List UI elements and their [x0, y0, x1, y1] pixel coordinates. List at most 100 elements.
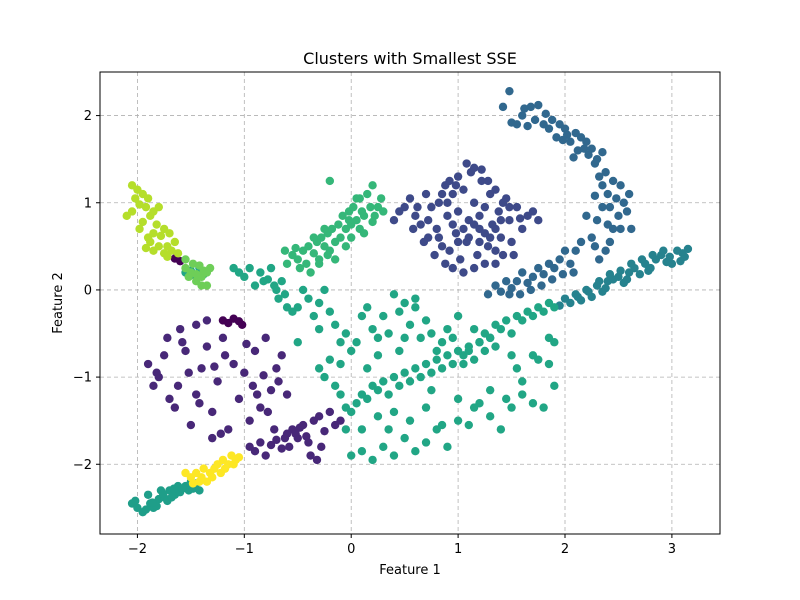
data-point: [293, 255, 302, 264]
data-point: [494, 207, 503, 216]
data-point: [304, 242, 313, 251]
data-point: [395, 307, 404, 316]
data-point: [277, 277, 286, 286]
data-point: [330, 255, 340, 264]
data-point: [464, 420, 473, 430]
data-point: [274, 294, 283, 303]
data-point: [256, 438, 265, 447]
data-point: [491, 342, 500, 351]
data-point: [491, 246, 500, 255]
data-point: [242, 339, 251, 349]
data-point: [220, 351, 230, 360]
data-point: [598, 147, 607, 157]
data-point: [352, 338, 361, 347]
data-point: [312, 455, 322, 465]
data-point: [469, 324, 479, 334]
data-point: [347, 346, 356, 356]
data-point: [167, 246, 176, 255]
data-point: [173, 381, 183, 391]
data-point: [637, 255, 647, 264]
data-point: [627, 224, 636, 234]
data-point: [325, 307, 335, 316]
data-point: [667, 259, 677, 268]
data-point: [469, 403, 479, 412]
data-point: [330, 320, 340, 329]
data-point: [550, 381, 559, 391]
data-point: [537, 281, 546, 290]
data-point: [590, 191, 600, 200]
data-point: [184, 272, 193, 282]
data-point: [416, 333, 425, 343]
data-point: [587, 144, 596, 153]
x-tick-label: 2: [561, 542, 569, 557]
data-point: [437, 242, 447, 251]
data-point: [314, 324, 324, 334]
data-point: [627, 259, 636, 268]
data-point: [400, 368, 409, 377]
data-point: [347, 407, 356, 417]
data-point: [148, 498, 157, 507]
data-point: [566, 259, 575, 268]
data-point: [152, 368, 161, 377]
data-point: [595, 277, 604, 286]
data-point: [192, 390, 201, 399]
data-point: [336, 233, 345, 242]
data-point: [624, 189, 634, 199]
data-point: [266, 263, 276, 273]
data-point: [135, 224, 144, 234]
data-point: [192, 320, 201, 329]
data-point: [496, 215, 506, 225]
data-point: [263, 407, 273, 417]
data-point: [469, 198, 479, 207]
data-point: [558, 270, 568, 279]
data-point: [395, 381, 404, 391]
data-point: [285, 442, 294, 452]
data-point: [528, 207, 538, 216]
data-point: [141, 505, 151, 514]
data-point: [502, 316, 511, 325]
data-point: [237, 320, 247, 329]
data-point: [373, 351, 383, 360]
data-point: [280, 433, 290, 443]
data-point: [143, 490, 153, 499]
data-point: [622, 207, 632, 216]
data-point: [592, 154, 602, 164]
data-point: [601, 246, 610, 255]
data-point: [502, 394, 511, 404]
data-point: [154, 242, 163, 251]
data-point: [498, 250, 508, 260]
x-tick-label: 3: [668, 542, 676, 557]
data-point: [459, 224, 468, 234]
data-point: [528, 311, 538, 321]
data-point: [421, 189, 431, 199]
data-point: [491, 224, 500, 234]
data-point: [505, 215, 514, 225]
data-point: [208, 433, 217, 443]
data-point: [413, 202, 422, 212]
data-point: [259, 371, 268, 380]
data-point: [558, 135, 568, 145]
data-point: [443, 198, 452, 207]
data-point: [665, 252, 674, 261]
data-point: [409, 224, 418, 234]
data-point: [544, 333, 554, 343]
data-point: [491, 259, 500, 268]
data-point: [496, 324, 506, 334]
data-point: [170, 403, 180, 412]
data-point: [480, 229, 490, 238]
data-point: [400, 433, 409, 443]
data-point: [530, 115, 540, 125]
data-point: [437, 420, 447, 430]
data-point: [314, 298, 324, 308]
axis-ticks: −2 −1 0 1 2 3 −2 −1 0 1 2: [73, 109, 676, 557]
data-point: [496, 233, 506, 242]
y-tick-label: −1: [73, 371, 92, 386]
data-point: [534, 215, 543, 225]
data-point: [605, 270, 615, 279]
data-point: [175, 324, 185, 334]
data-point: [376, 194, 386, 203]
data-point: [421, 359, 431, 369]
data-point: [528, 399, 538, 408]
data-point: [363, 394, 372, 404]
data-point: [523, 278, 532, 288]
